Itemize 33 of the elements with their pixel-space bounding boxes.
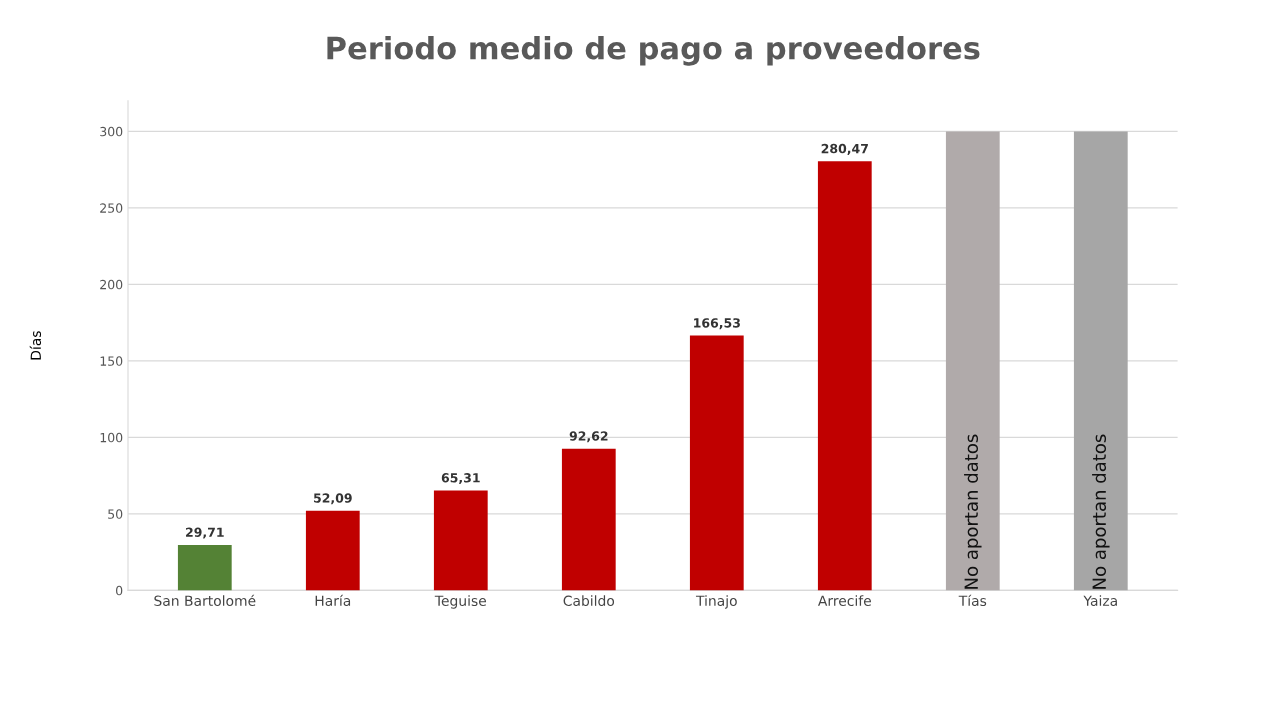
chart-title: Periodo medio de pago a proveedores [327, 35, 980, 66]
bar [1073, 131, 1128, 591]
y-axis-title: Días [29, 331, 42, 360]
data-label: 65,31 [441, 473, 480, 485]
bar [945, 131, 1000, 591]
bar [689, 335, 744, 591]
annotation: No aportan datos [1092, 434, 1110, 589]
x-tick-label: Tinajo [695, 595, 737, 609]
y-tick-label: 200 [100, 279, 123, 290]
y-tick-label: 300 [100, 126, 123, 137]
data-label: 29,71 [186, 527, 224, 539]
y-tick-label: 0 [116, 585, 123, 596]
x-tick-label: Tías [958, 594, 987, 607]
data-label: 92,62 [569, 431, 608, 443]
data-label: 166,53 [694, 318, 740, 330]
data-label: 280,47 [821, 143, 868, 155]
x-tick-label: Arrecife [817, 595, 871, 607]
bar [561, 448, 616, 591]
annotation: No aportan datos [964, 434, 982, 589]
bar [817, 161, 872, 591]
x-tick-label: Yaiza [1083, 595, 1117, 607]
x-tick-label: Cabildo [563, 595, 615, 607]
y-tick-label: 50 [108, 509, 123, 519]
bar [305, 510, 360, 591]
y-tick-label: 100 [100, 432, 123, 443]
bar [177, 544, 232, 591]
x-tick-label: Haría [315, 594, 351, 607]
y-tick-label: 150 [100, 356, 123, 366]
y-tick-label: 250 [100, 203, 123, 213]
data-label: 52,09 [314, 493, 352, 505]
x-tick-label: Teguise [434, 595, 487, 609]
bar [433, 490, 488, 591]
x-tick-label: San Bartolomé [154, 594, 256, 607]
